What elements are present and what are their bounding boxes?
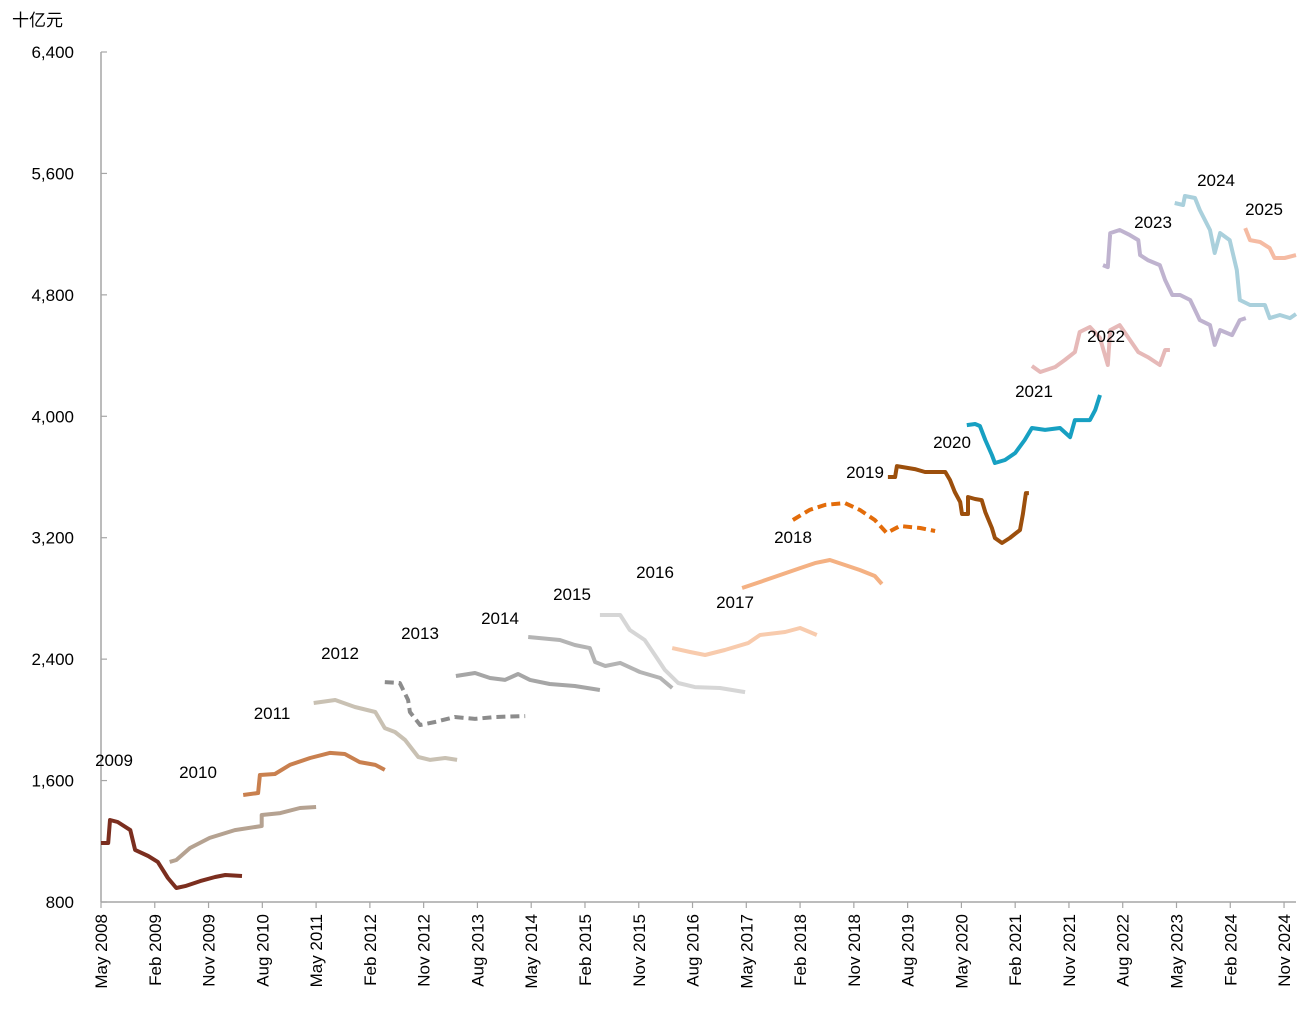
series-line-2022 bbox=[1030, 323, 1170, 374]
series-lines bbox=[101, 194, 1298, 890]
series-line-2010 bbox=[169, 805, 317, 864]
series-label-2018: 2018 bbox=[774, 528, 812, 547]
series-line-2020 bbox=[887, 464, 1029, 545]
x-tick-label: Feb 2018 bbox=[791, 914, 810, 986]
x-tick-label: May 2020 bbox=[952, 914, 971, 989]
x-tick-label: May 2011 bbox=[307, 914, 326, 987]
series-label-2020: 2020 bbox=[933, 433, 971, 452]
x-tick-label: May 2014 bbox=[522, 914, 541, 989]
series-line-2018 bbox=[741, 558, 884, 590]
series-line-2023 bbox=[1102, 228, 1247, 347]
series-label-2014: 2014 bbox=[481, 609, 519, 628]
series-label-2009: 2009 bbox=[95, 751, 133, 770]
series-line-2011 bbox=[242, 750, 386, 797]
x-tick-label: Feb 2024 bbox=[1221, 914, 1240, 986]
series-label-2010: 2010 bbox=[179, 763, 217, 782]
y-tick-label: 800 bbox=[46, 893, 74, 912]
series-label-2013: 2013 bbox=[401, 624, 439, 643]
series-label-2019: 2019 bbox=[846, 463, 884, 482]
series-line-2024 bbox=[1174, 194, 1298, 321]
series-line-2016 bbox=[599, 613, 746, 695]
x-tick-label: May 2017 bbox=[737, 914, 756, 989]
y-tick-label: 4,800 bbox=[31, 286, 74, 305]
x-tick-label: Nov 2015 bbox=[630, 914, 649, 987]
series-label-2024: 2024 bbox=[1197, 171, 1235, 190]
series-label-2012: 2012 bbox=[321, 644, 359, 663]
x-tick-label: Feb 2012 bbox=[361, 914, 380, 986]
x-tick-label: Feb 2021 bbox=[1006, 914, 1025, 986]
x-tick-labels: May 2008 Feb 2009 Nov 2009 Aug 2010 May 2011… bbox=[92, 914, 1294, 989]
series-line-2017 bbox=[671, 626, 818, 657]
y-tick-labels: 800 1,600 2,400 3,200 4,000 4,800 5,600 6,400 bbox=[31, 43, 74, 912]
axes bbox=[100, 51, 1296, 908]
x-tick-label: Nov 2009 bbox=[200, 914, 219, 987]
series-label-2023: 2023 bbox=[1134, 213, 1172, 232]
x-tick-label: Aug 2013 bbox=[468, 914, 487, 987]
series-line-2009 bbox=[101, 818, 243, 890]
series-line-2021 bbox=[966, 394, 1102, 465]
x-tick-label: Feb 2009 bbox=[146, 914, 165, 986]
x-tick-label: May 2008 bbox=[92, 914, 111, 989]
x-tick-label: Aug 2022 bbox=[1114, 914, 1133, 987]
y-tick-label: 3,200 bbox=[31, 529, 74, 548]
series-label-2021: 2021 bbox=[1015, 382, 1053, 401]
series-line-2019 bbox=[791, 501, 936, 535]
series-label-2022: 2022 bbox=[1087, 327, 1125, 346]
series-label-2015: 2015 bbox=[553, 585, 591, 604]
series-label-2016: 2016 bbox=[636, 563, 674, 582]
series-line-2025 bbox=[1243, 227, 1297, 260]
x-tick-label: Nov 2012 bbox=[415, 914, 434, 987]
y-tick-label: 4,000 bbox=[31, 407, 74, 426]
y-axis-unit-label: 十亿元 bbox=[12, 11, 63, 30]
series-label-2025: 2025 bbox=[1245, 200, 1283, 219]
x-tick-label: Aug 2016 bbox=[684, 914, 703, 987]
x-tick-label: May 2023 bbox=[1168, 914, 1187, 989]
series-line-2014 bbox=[455, 671, 601, 692]
series-line-2012 bbox=[313, 698, 458, 762]
y-tick-label: 2,400 bbox=[31, 650, 74, 669]
series-labels: 2009 2010 2011 2012 2013 2014 2015 2016 2017 2018… bbox=[95, 171, 1283, 782]
series-label-2017: 2017 bbox=[716, 593, 754, 612]
x-tick-label: Aug 2019 bbox=[899, 914, 918, 987]
y-tick-label: 5,600 bbox=[31, 164, 74, 183]
x-tick-label: Aug 2010 bbox=[253, 914, 272, 987]
x-tick-label: Feb 2015 bbox=[576, 914, 595, 986]
x-tick-label: Nov 2024 bbox=[1275, 914, 1294, 987]
y-tick-label: 1,600 bbox=[31, 772, 74, 791]
y-tick-label: 6,400 bbox=[31, 43, 74, 62]
series-line-2015 bbox=[528, 635, 674, 690]
x-tick-label: Nov 2018 bbox=[845, 914, 864, 987]
x-tick-label: Nov 2021 bbox=[1060, 914, 1079, 987]
series-line-2013 bbox=[384, 680, 526, 727]
series-label-2011: 2011 bbox=[254, 704, 291, 723]
